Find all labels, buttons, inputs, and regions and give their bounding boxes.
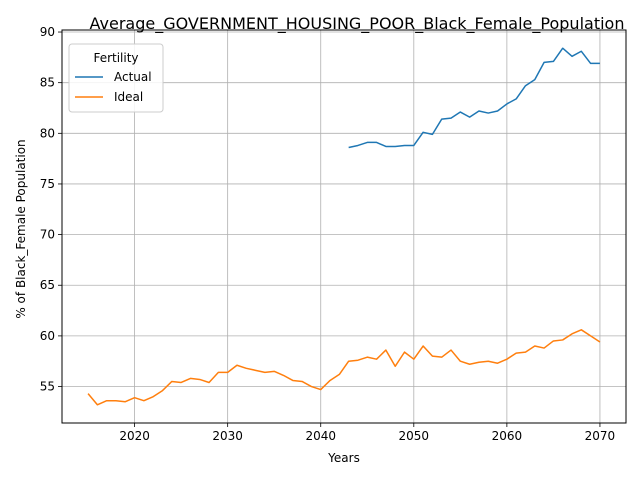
series-line-actual: [348, 47, 600, 149]
legend-title: Fertility: [93, 51, 138, 65]
y-tick-label: 55: [40, 380, 55, 394]
chart-title: Average_GOVERNMENT_HOUSING_POOR_Black_Fe…: [90, 14, 625, 34]
legend-label-actual: Actual: [114, 70, 152, 84]
y-tick-label: 65: [40, 278, 55, 292]
y-tick-label: 75: [40, 177, 55, 191]
series-lines: [87, 47, 601, 406]
series-line-ideal: [87, 329, 601, 406]
legend-label-ideal: Ideal: [114, 90, 143, 104]
x-tick-label: 2040: [305, 429, 336, 443]
x-tick-label: 2020: [119, 429, 150, 443]
y-axis-label: % of Black_Female Population: [14, 139, 28, 318]
y-tick-label: 90: [40, 25, 55, 39]
x-tick-label: 2060: [492, 429, 523, 443]
plot-frame: [61, 29, 627, 424]
legend-items: Actual Ideal: [75, 70, 152, 104]
x-tick-label: 2030: [212, 429, 243, 443]
y-axis-ticks: 55 60 65 70 75 80 85 90: [40, 25, 62, 394]
x-axis-ticks: 2020 2030 2040 2050 2060 2070: [119, 423, 615, 443]
x-tick-label: 2070: [585, 429, 616, 443]
legend: Fertility Actual Ideal: [68, 43, 164, 113]
y-tick-label: 85: [40, 76, 55, 90]
x-axis-label: Years: [327, 451, 360, 465]
y-tick-label: 60: [40, 329, 55, 343]
x-tick-label: 2050: [399, 429, 430, 443]
legend-box: [68, 43, 164, 113]
grid-lines: [62, 30, 626, 423]
y-tick-label: 80: [40, 126, 55, 140]
y-tick-label: 70: [40, 228, 55, 242]
